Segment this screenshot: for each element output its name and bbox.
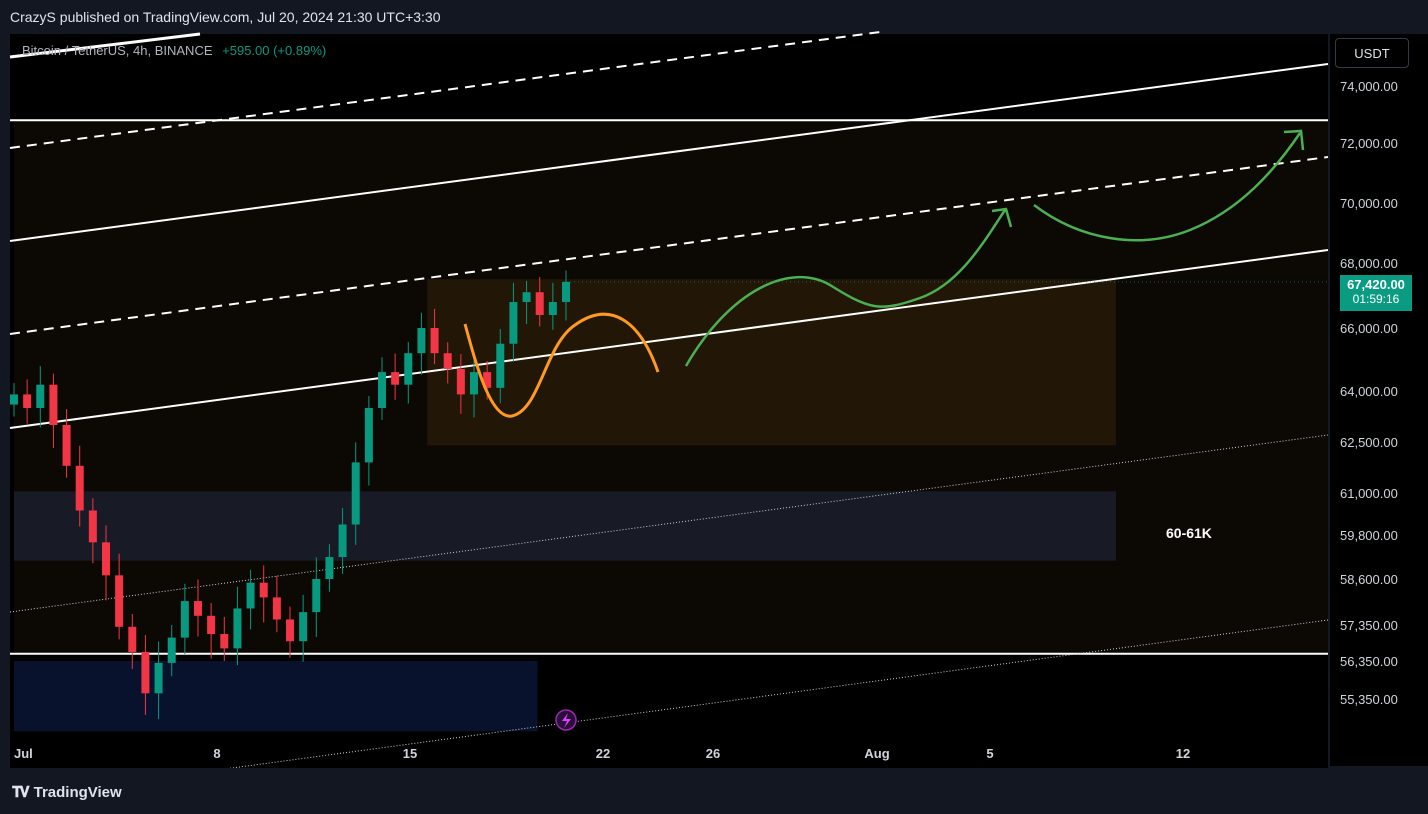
y-tick-label: 59,800.00	[1340, 528, 1398, 543]
candle-body-6	[88, 510, 97, 543]
y-tick-label: 56,350.00	[1340, 654, 1398, 669]
range-backdrop	[14, 120, 1328, 654]
green-arrowhead-1	[991, 207, 1013, 228]
candle-body-21	[286, 619, 294, 642]
y-tick-label: 58,600.00	[1340, 572, 1398, 587]
tradingview-icon: 𝐓𝐕	[12, 784, 30, 801]
candle-body-32	[430, 328, 439, 354]
candle-body-4	[62, 425, 71, 466]
candle-body-8	[115, 575, 124, 627]
candle-body-14	[194, 601, 202, 616]
bar-countdown: 01:59:16	[1352, 292, 1400, 306]
candle-body-26	[351, 462, 360, 525]
candle-body-7	[102, 542, 110, 576]
x-tick-label: 15	[403, 746, 417, 761]
price-change: +595.00 (+0.89%)	[222, 43, 327, 58]
candle-body-33	[443, 353, 452, 369]
price-axis[interactable]	[1330, 34, 1428, 766]
candle-body-20	[272, 597, 281, 620]
x-tick-label: Aug	[864, 746, 889, 761]
zone-label: 60-61K	[1166, 525, 1212, 541]
y-tick-label: 68,000.00	[1340, 256, 1398, 271]
candle-body-39	[522, 292, 531, 302]
y-tick-label: 62,500.00	[1340, 435, 1398, 450]
symbol-label: Bitcoin / TetherUS, 4h, BINANCE	[22, 43, 213, 58]
x-tick-label: 26	[706, 746, 720, 761]
green-projection-2	[1033, 132, 1302, 242]
candle-body-36	[483, 372, 492, 388]
candle-body-10	[141, 652, 150, 694]
symbol-legend[interactable]: Bitcoin / TetherUS, 4h, BINANCE +595.00 …	[22, 43, 326, 58]
last-price-badge: 67,420.00 01:59:16	[1340, 275, 1412, 311]
y-tick-label: 72,000.00	[1340, 136, 1398, 151]
x-tick-label: Jul	[14, 746, 33, 761]
candle-body-29	[391, 372, 400, 385]
x-tick-label: 8	[213, 746, 220, 761]
candle-body-28	[378, 372, 386, 408]
y-tick-label: 64,000.00	[1340, 384, 1398, 399]
y-tick-label: 61,000.00	[1340, 486, 1398, 501]
candle-body-19	[259, 582, 268, 598]
candle-body-17	[233, 608, 242, 649]
candle-body-34	[456, 368, 465, 395]
candle-body-30	[404, 353, 413, 385]
top-bar: CrazyS published on TradingView.com, Jul…	[0, 0, 1428, 34]
candle-body-2	[36, 384, 45, 408]
green-arrowhead-2	[1283, 129, 1305, 151]
channel-dashed-2	[9, 31, 881, 149]
candle-body-40	[535, 292, 544, 315]
brand-name: TradingView	[33, 784, 122, 801]
candle-body-35	[470, 372, 478, 395]
candle-body-11	[154, 662, 163, 694]
x-tick-label: 12	[1176, 746, 1190, 761]
currency-button[interactable]: USDT	[1335, 38, 1409, 68]
candle-body-15	[207, 615, 216, 634]
zone-1	[14, 491, 1116, 561]
candle-body-23	[312, 579, 321, 613]
y-tick-label: 70,000.00	[1340, 196, 1398, 211]
publish-info: CrazyS published on TradingView.com, Jul…	[10, 9, 441, 25]
zone-2	[14, 661, 538, 732]
y-tick-label: 57,350.00	[1340, 618, 1398, 633]
channel-top-line	[9, 63, 1329, 242]
tradingview-logo[interactable]: 𝐓𝐕 TradingView	[12, 784, 122, 801]
candle-body-1	[23, 394, 32, 408]
last-price-value: 67,420.00	[1347, 277, 1405, 292]
time-axis[interactable]	[10, 738, 1328, 768]
candle-body-0	[10, 394, 18, 405]
x-tick-label: 5	[986, 746, 993, 761]
channel-top-outer	[9, 32, 201, 59]
candle-body-31	[417, 328, 426, 354]
candle-body-42	[562, 281, 570, 302]
candle-body-12	[167, 637, 176, 663]
candle-body-41	[548, 302, 557, 315]
candle-body-22	[299, 612, 308, 642]
y-tick-label: 55,350.00	[1340, 692, 1398, 707]
candle-body-3	[49, 384, 58, 425]
footer	[0, 768, 1428, 814]
candle-body-38	[509, 302, 518, 344]
green-projection-1	[684, 209, 1007, 367]
candle-body-27	[364, 408, 373, 463]
candle-body-24	[325, 557, 334, 579]
candle-body-25	[338, 524, 347, 557]
candle-body-13	[180, 601, 189, 638]
candle-body-9	[128, 626, 137, 652]
candle-body-37	[496, 343, 505, 388]
y-tick-label: 74,000.00	[1340, 79, 1398, 94]
candle-body-5	[75, 465, 84, 511]
candle-body-18	[246, 582, 255, 609]
orange-projection	[463, 312, 660, 418]
x-tick-label: 22	[596, 746, 610, 761]
candle-body-16	[220, 634, 229, 649]
channel-dashed-1	[9, 156, 1329, 335]
channel-mid-line	[9, 249, 1329, 429]
y-tick-label: 66,000.00	[1340, 321, 1398, 336]
lightning-icon-glyph	[562, 713, 571, 728]
